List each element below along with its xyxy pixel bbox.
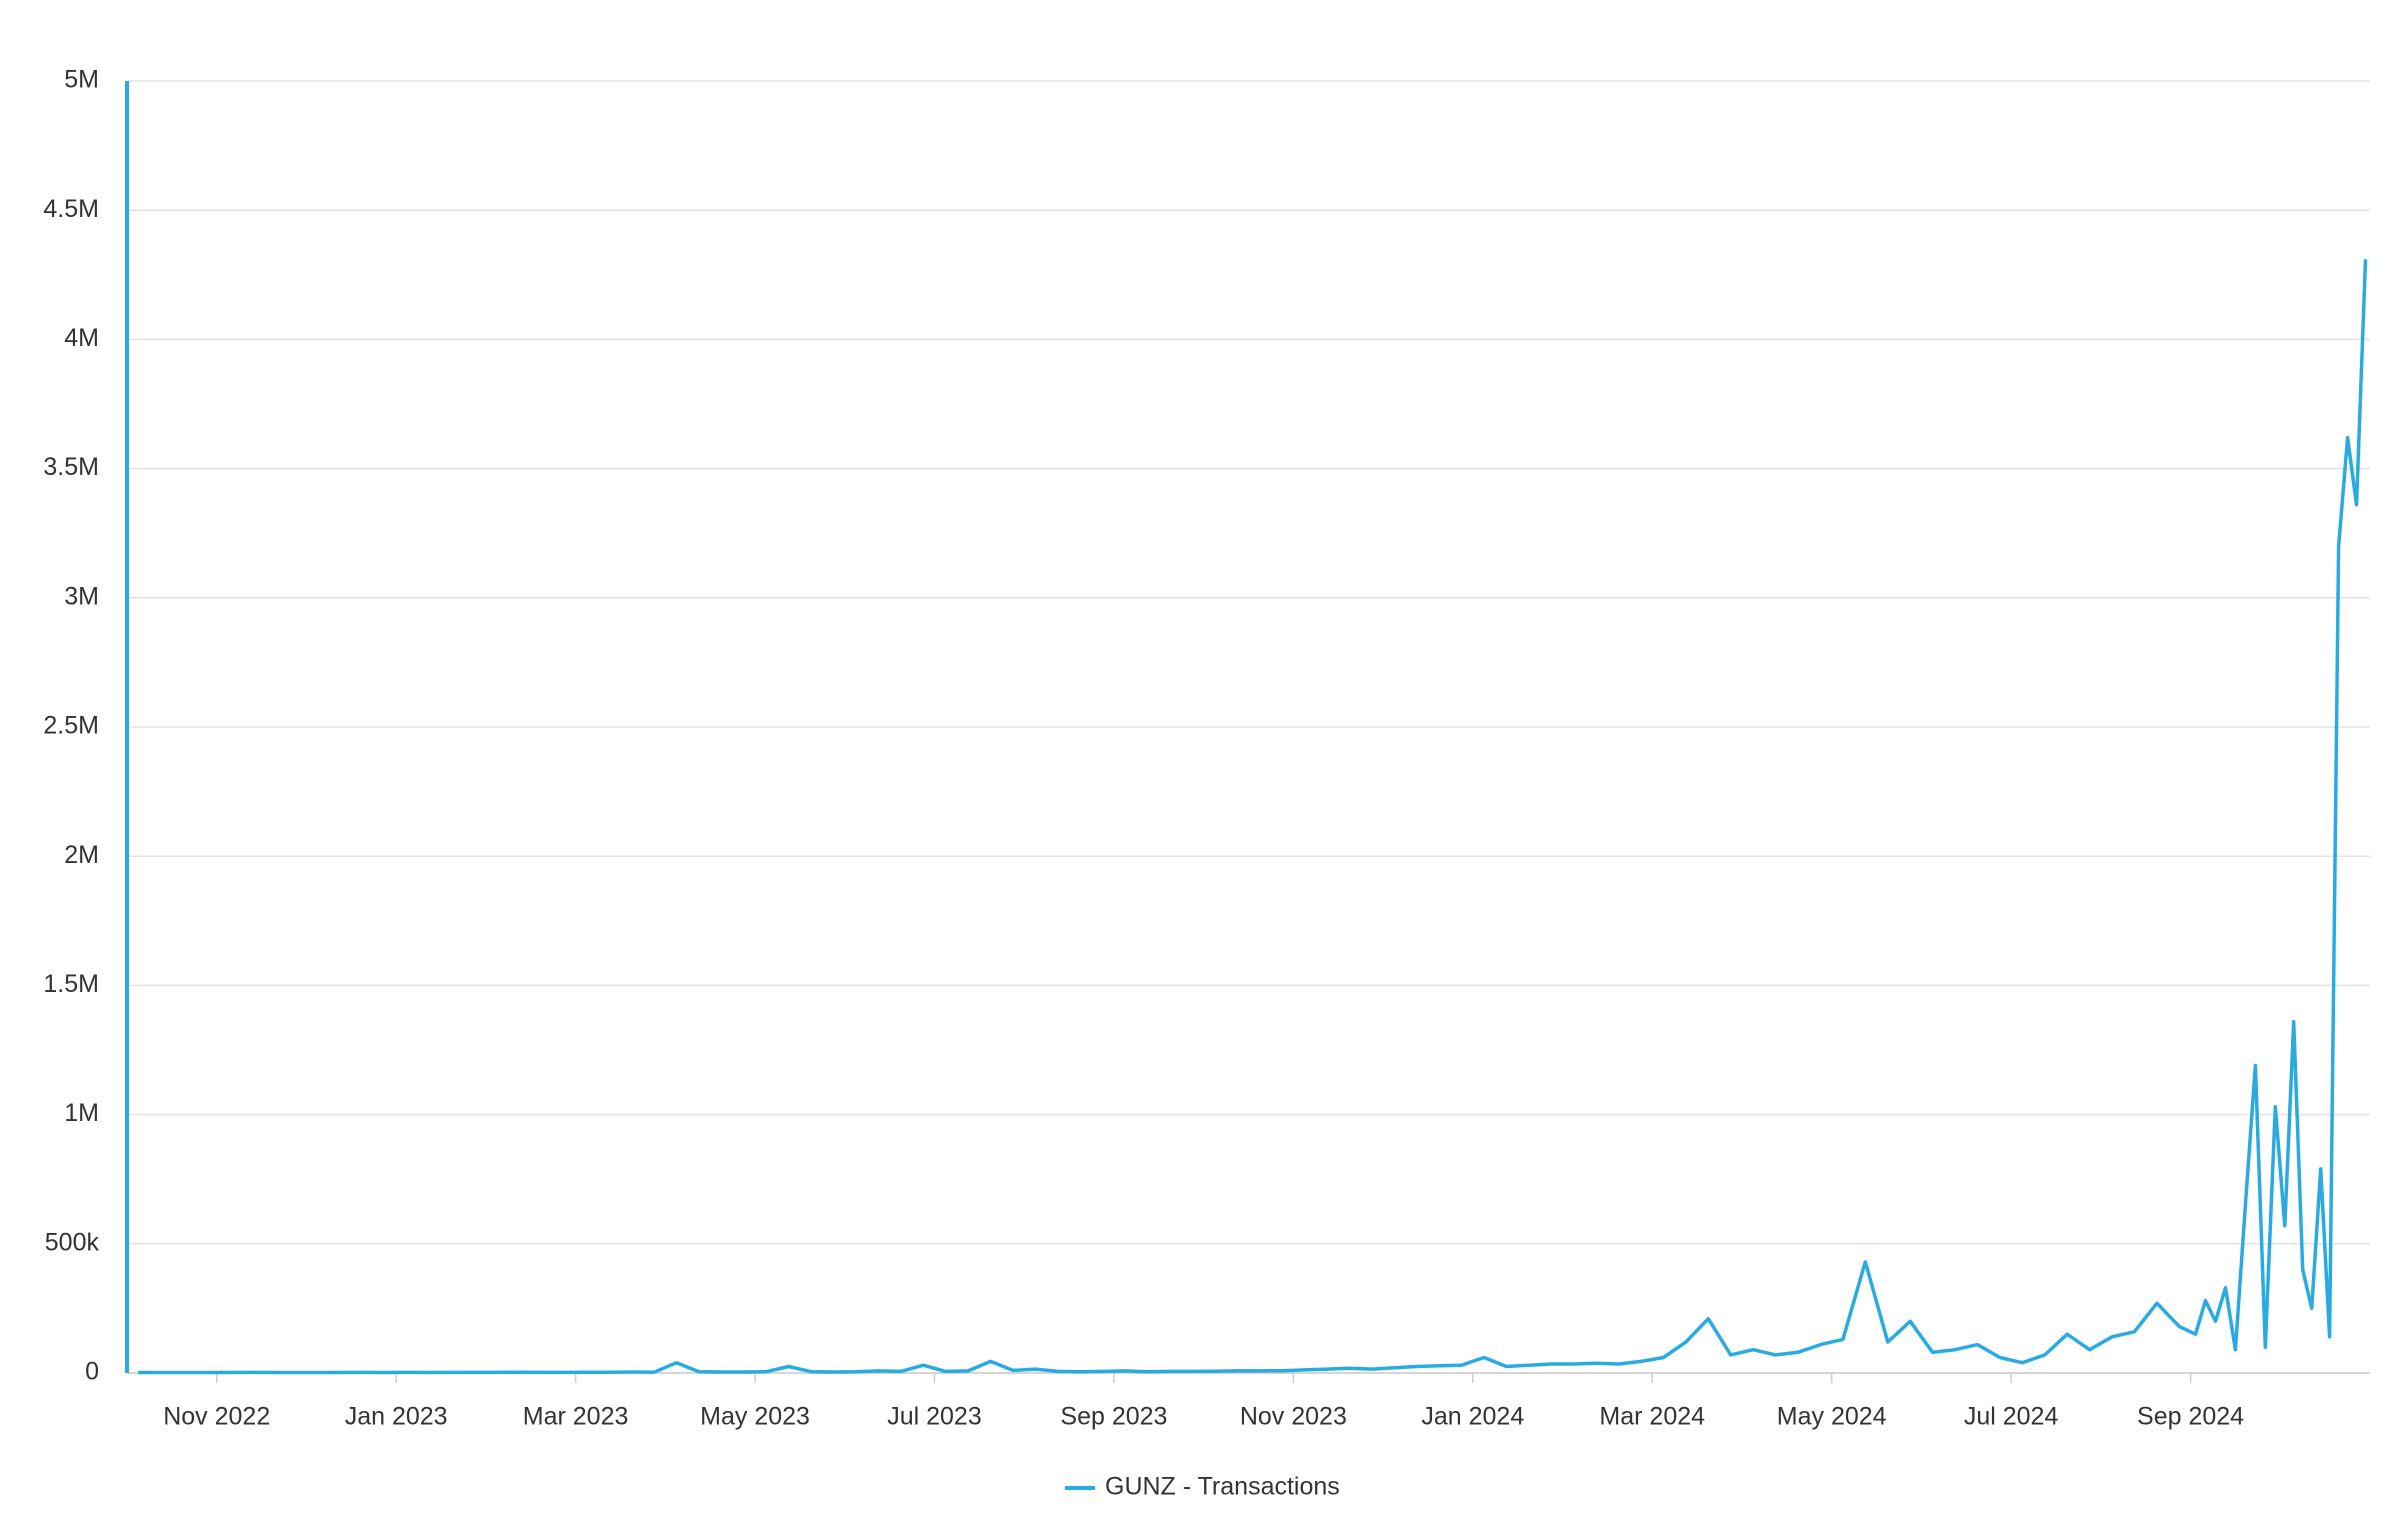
y-tick-label: 4M bbox=[64, 324, 99, 352]
x-tick-label: May 2023 bbox=[700, 1403, 810, 1431]
y-tick-label: 4.5M bbox=[43, 195, 99, 223]
x-tick-label: May 2024 bbox=[1777, 1403, 1887, 1431]
x-tick-label: Nov 2022 bbox=[163, 1403, 270, 1431]
y-tick-label: 2M bbox=[64, 841, 99, 869]
x-tick-label: Sep 2024 bbox=[2137, 1403, 2244, 1431]
x-tick-label: Sep 2023 bbox=[1060, 1403, 1167, 1431]
y-tick-label: 3M bbox=[64, 582, 99, 610]
y-tick-label: 1M bbox=[64, 1099, 99, 1127]
x-tick-label: Jan 2024 bbox=[1421, 1403, 1524, 1431]
x-tick-label: Nov 2023 bbox=[1240, 1403, 1347, 1431]
data-line bbox=[138, 259, 2368, 1375]
x-tick-label: Mar 2024 bbox=[1599, 1403, 1705, 1431]
y-tick-label: 1.5M bbox=[43, 970, 99, 998]
x-tick-label: Jul 2024 bbox=[1964, 1403, 2059, 1431]
y-tick-label: 0 bbox=[85, 1358, 99, 1386]
x-tick-label: Jul 2023 bbox=[887, 1403, 982, 1431]
legend-label: GUNZ - Transactions bbox=[1105, 1473, 1340, 1501]
y-tick-label: 500k bbox=[45, 1228, 100, 1256]
x-tick-label: Mar 2023 bbox=[523, 1403, 629, 1431]
x-tick-label: Jan 2023 bbox=[345, 1403, 448, 1431]
y-tick-label: 3.5M bbox=[43, 453, 99, 481]
y-tick-label: 2.5M bbox=[43, 712, 99, 740]
y-tick-label: 5M bbox=[64, 66, 99, 94]
